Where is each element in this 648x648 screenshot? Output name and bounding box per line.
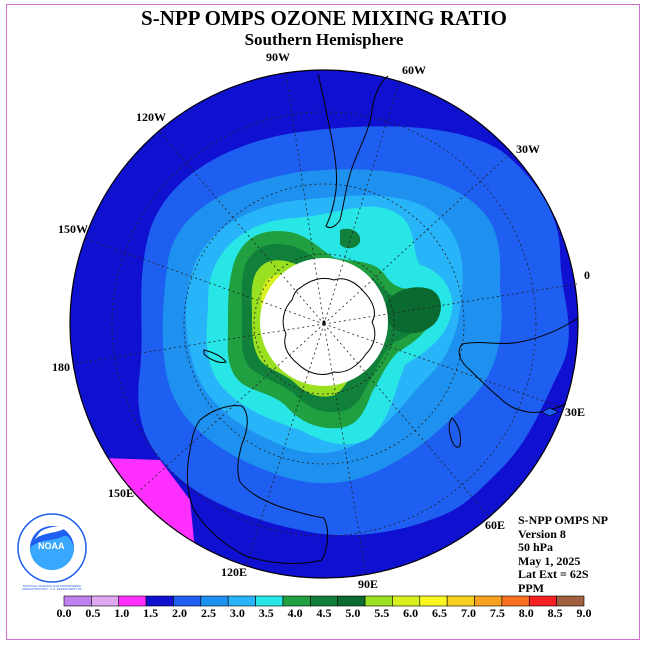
colorbar-swatch (446, 595, 475, 607)
colorbar-swatch (419, 595, 448, 607)
lon-label-180: 180 (52, 360, 70, 374)
contour-west-blob (340, 228, 361, 249)
colorbar-label: 6.0 (403, 606, 419, 620)
lon-label-30w: 30W (516, 142, 540, 156)
colorbar-label: 3.5 (258, 606, 274, 620)
colorbar-swatch (392, 595, 421, 607)
latitude-grid (111, 111, 537, 537)
colorbar-label: 9.0 (576, 606, 592, 620)
south-pole-marker (322, 320, 326, 324)
lon-label-120w: 120W (136, 110, 166, 124)
colorbar-label: 7.0 (460, 606, 476, 620)
colorbar-swatch (501, 595, 530, 607)
info-version: Version 8 (518, 526, 566, 541)
map-subtitle: Southern Hemisphere (244, 30, 404, 49)
colorbar-label: 5.0 (345, 606, 361, 620)
colorbar-label: 8.5 (547, 606, 563, 620)
lon-label-90w: 90W (266, 50, 290, 64)
noaa-logo (17, 513, 87, 583)
lon-label-0: 0 (584, 268, 590, 282)
colorbar-swatch (227, 595, 256, 607)
colorbar-swatch (63, 595, 92, 607)
lon-label-120e: 120E (221, 565, 248, 579)
colorbar-swatch (364, 595, 393, 607)
lon-label-30e: 30E (565, 405, 586, 419)
colorbar-swatch (145, 595, 174, 607)
colorbar-swatch (528, 595, 557, 607)
colorbar-swatch (200, 595, 229, 607)
colorbar-swatch (556, 595, 585, 607)
colorbar-label: 0.0 (56, 606, 72, 620)
noaa-logo-text: NOAA (38, 541, 65, 551)
info-lat-ext: Lat Ext = 62S (518, 567, 589, 581)
colorbar-swatch (282, 595, 311, 607)
info-date: May 1, 2025 (518, 553, 581, 568)
info-units: PPM (518, 580, 544, 595)
info-block: S-NPP OMPS NP Version 8 50 hPa May 1, 20… (518, 513, 608, 595)
colorbar-label: 4.5 (316, 606, 332, 620)
info-instrument: S-NPP OMPS NP (518, 513, 608, 527)
colorbar-swatch (474, 595, 503, 607)
colorbar-label: 2.0 (172, 606, 188, 620)
map-boundary (69, 69, 579, 579)
colorbar-swatch (118, 595, 147, 607)
colorbar (63, 595, 585, 607)
colorbar-swatch (91, 595, 120, 607)
colorbar-label: 1.0 (114, 606, 130, 620)
coastlines (186, 73, 579, 564)
lon-label-150e: 150E (108, 486, 135, 500)
colorbar-swatch (337, 595, 366, 607)
colorbar-label: 4.0 (287, 606, 303, 620)
map-frame (6, 4, 640, 640)
colorbar-label: 6.5 (432, 606, 448, 620)
colorbar-label: 8.0 (518, 606, 534, 620)
lon-label-60e: 60E (485, 518, 506, 532)
colorbar-label: 2.5 (200, 606, 216, 620)
lon-label-60w: 60W (402, 63, 426, 77)
info-level: 50 hPa (518, 540, 554, 554)
colorbar-swatch (310, 595, 338, 607)
lon-label-150w: 150W (58, 222, 88, 236)
colorbar-label: 0.5 (85, 606, 101, 620)
colorbar-label: 1.5 (143, 606, 159, 620)
colorbar-swatch (255, 595, 284, 607)
colorbar-label: 3.0 (229, 606, 245, 620)
east-marker (541, 407, 559, 417)
colorbar-label: 5.5 (374, 606, 390, 620)
lon-label-90e: 90E (358, 577, 379, 591)
colorbar-label: 7.5 (489, 606, 505, 620)
noaa-logo-ring-text: NATIONAL OCEANIC AND ATMOSPHERIC ADMINIS… (21, 585, 83, 591)
meridian-grid (71, 73, 578, 575)
map-title: S-NPP OMPS OZONE MIXING RATIO (141, 6, 507, 30)
colorbar-swatch (173, 595, 202, 607)
